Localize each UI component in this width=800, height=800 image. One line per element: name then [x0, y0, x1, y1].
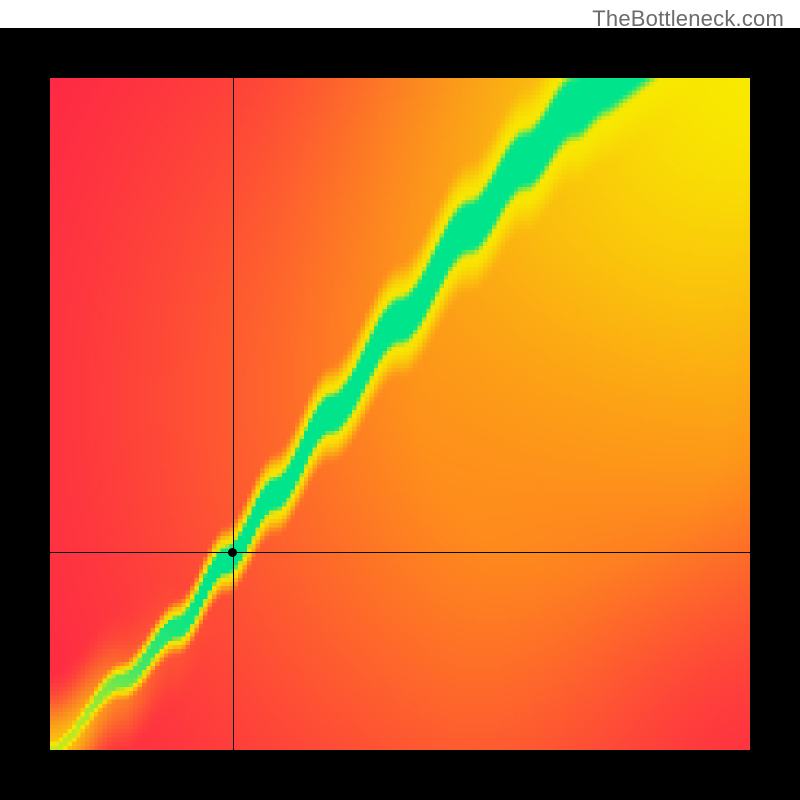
plot-outer-frame: [0, 28, 800, 800]
heatmap-canvas: [50, 78, 750, 750]
heatmap-plot-area: [50, 78, 750, 750]
crosshair-vertical: [233, 78, 234, 750]
watermark-text: TheBottleneck.com: [592, 6, 784, 32]
crosshair-horizontal: [50, 552, 750, 553]
